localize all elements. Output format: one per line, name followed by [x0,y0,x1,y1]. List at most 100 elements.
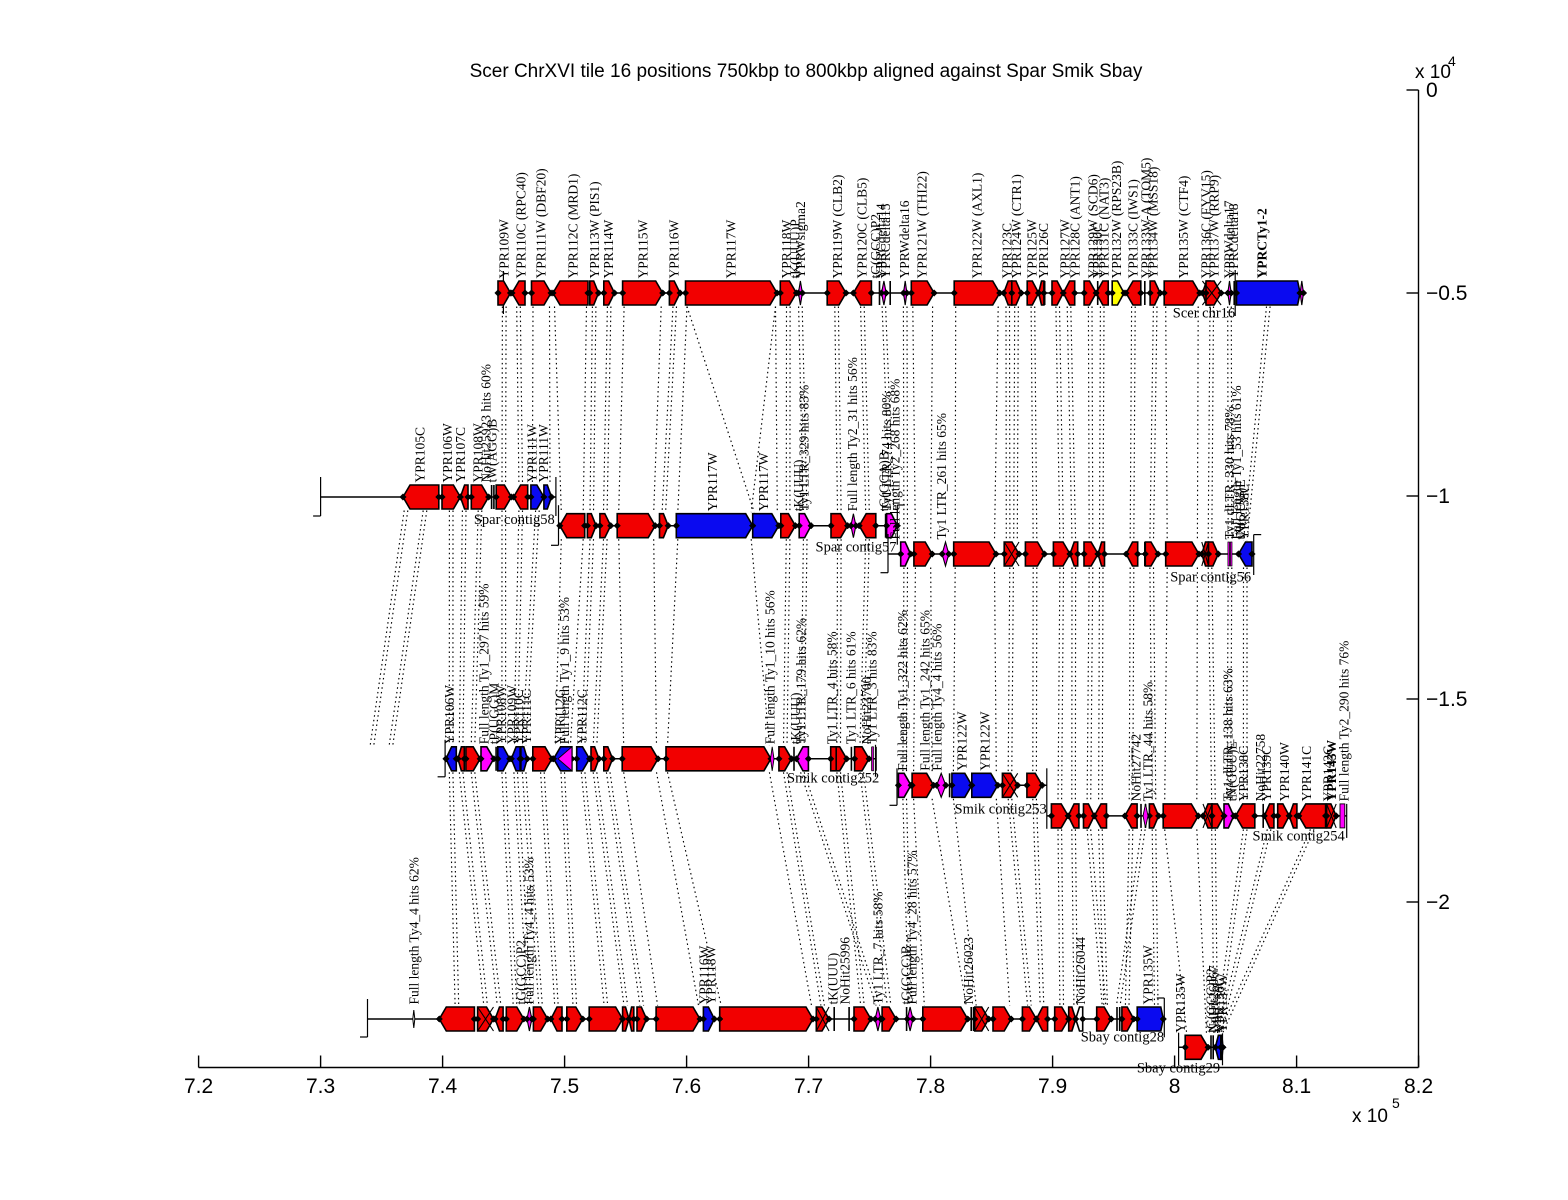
svg-text:7.7: 7.7 [794,1075,823,1098]
svg-text:Scer chr16: Scer chr16 [1173,306,1235,322]
svg-text:−1.5: −1.5 [1426,688,1467,711]
svg-text:YPRWdelta16: YPRWdelta16 [897,200,912,278]
svg-text:tK(UUU)P: tK(UUU)P [788,219,803,278]
svg-text:−2: −2 [1426,891,1450,914]
svg-text:NoHit23700: NoHit23700 [859,677,874,745]
svg-text:YPR136C: YPR136C [1212,977,1227,1033]
svg-text:Full length Ty1_297 hits 59%: Full length Ty1_297 hits 59% [477,583,492,744]
svg-text:YPR109W: YPR109W [505,685,520,745]
svg-text:YPR133C (IWS1): YPR133C (IWS1) [1126,179,1141,278]
svg-text:YPR137W (RRP9): YPR137W (RRP9) [1207,175,1222,279]
svg-text:7.5: 7.5 [550,1075,579,1098]
svg-text:7.2: 7.2 [184,1075,213,1098]
svg-text:tG(GCC)P2: tG(GCC)P2 [1203,968,1218,1033]
svg-text:Smik contig254: Smik contig254 [1253,829,1346,845]
svg-text:tP(UGG)M: tP(UGG)M [487,683,502,745]
svg-text:YPR105C: YPR105C [412,427,427,483]
svg-text:YPR125W: YPR125W [1025,219,1040,279]
svg-text:YPR136C (FYV15): YPR136C (FYV15) [1199,170,1214,278]
svg-text:Full length Ty2_268 hits 68%: Full length Ty2_268 hits 68% [888,379,903,540]
svg-text:7.6: 7.6 [672,1075,701,1098]
svg-text:YPR135W (CTF4): YPR135W (CTF4) [1176,176,1191,279]
svg-text:YPR143W: YPR143W [1324,739,1339,801]
svg-text:YPR137W: YPR137W [1215,973,1230,1033]
svg-text:tG(GCC)B: tG(GCC)B [899,945,914,1004]
svg-text:Ty1 dLTR_330 hits 78%: Ty1 dLTR_330 hits 78% [1222,406,1237,539]
svg-text:YPR106W: YPR106W [442,685,457,745]
svg-text:YPR111W: YPR111W [525,424,540,483]
svg-text:Full length Ty4_4 hits 56%: Full length Ty4_4 hits 56% [930,623,945,770]
svg-text:YPR115W: YPR115W [636,219,651,278]
svg-text:YPR120C (CLB5): YPR120C (CLB5) [855,178,870,279]
svg-text:tK(UUU): tK(UUU) [791,459,806,511]
svg-text:YPR110C (RPC40): YPR110C (RPC40) [514,172,529,278]
svg-text:tG(GCC)P2: tG(GCC)P2 [514,940,529,1005]
svg-text:YPR124W (CTR1): YPR124W (CTR1) [1009,174,1024,278]
svg-text:Full length Ty1_242 hits 65%: Full length Ty1_242 hits 65% [918,610,933,771]
svg-text:YPR131C (NAT3): YPR131C (NAT3) [1097,178,1112,279]
svg-text:NoHit22758: NoHit22758 [1253,734,1268,802]
svg-text:YPR134W (MSS18): YPR134W (MSS18) [1146,167,1161,279]
svg-text:YPR127W: YPR127W [1058,219,1073,279]
svg-text:YPR113W (PIS1): YPR113W (PIS1) [587,181,602,278]
svg-text:YPR114W: YPR114W [601,219,616,278]
svg-text:Full length Ty2_290 hits 76%: Full length Ty2_290 hits 76% [1336,641,1351,802]
svg-text:YPRWdelta17: YPRWdelta17 [1222,200,1237,278]
svg-text:YPRCdelta14: YPRCdelta14 [874,203,889,278]
svg-text:YPR108W: YPR108W [471,423,486,483]
svg-text:YPR138C: YPR138C [1236,484,1251,540]
svg-text:Full length Ty4_28 hits 57%: Full length Ty4_28 hits 57% [905,850,920,1004]
svg-text:YPR122W: YPR122W [978,711,993,771]
svg-text:Ty1 dLTR_138 hits 63%: Ty1 dLTR_138 hits 63% [1220,668,1235,801]
svg-text:7.3: 7.3 [306,1075,335,1098]
svg-text:Ty1 LTR_7 hits 58%: Ty1 LTR_7 hits 58% [871,892,886,1005]
svg-text:NoHit26044: NoHit26044 [1073,937,1088,1005]
svg-text:Full length Ty1_53 hits 61%: Full length Ty1_53 hits 61% [1229,385,1244,539]
svg-text:tN(GUU)E: tN(GUU)E [1233,480,1248,540]
svg-text:YPRCdelta18: YPRCdelta18 [1226,203,1241,278]
svg-text:Ty1 LTR_261 hits 65%: Ty1 LTR_261 hits 65% [934,413,949,539]
svg-text:7.9: 7.9 [1038,1075,1067,1098]
svg-text:Ty1 LTR_179 hits 62%: Ty1 LTR_179 hits 62% [794,618,809,744]
svg-text:Full length Ty1_9 hits 53%: Full length Ty1_9 hits 53% [557,597,572,744]
svg-text:YPR108W: YPR108W [494,685,509,745]
svg-text:Sbay contig28: Sbay contig28 [1081,1030,1164,1046]
svg-text:YPRWsigma2: YPRWsigma2 [793,201,808,278]
svg-text:Ty1 LTR_4 hits 58%: Ty1 LTR_4 hits 58% [825,631,840,744]
svg-text:NoHit26023: NoHit26023 [961,937,976,1005]
svg-text:YPR122W: YPR122W [955,711,970,771]
svg-text:Ty1 LTR_3 hits 83%: Ty1 LTR_3 hits 83% [865,631,880,744]
svg-text:−1: −1 [1426,485,1450,508]
svg-text:YPRCdelta15: YPRCdelta15 [878,203,893,278]
svg-text:5: 5 [1392,1095,1400,1111]
svg-text:0: 0 [1426,79,1438,102]
svg-text:YPR138C: YPR138C [1236,746,1251,802]
svg-text:YPR117W: YPR117W [705,452,720,511]
svg-text:YPR109W: YPR109W [497,219,512,279]
svg-text:NoHit27742: NoHit27742 [1129,734,1144,802]
svg-text:Ty1 LTR_44 hits 58%: Ty1 LTR_44 hits 58% [1141,682,1156,802]
svg-text:YPR132W (RPS23B): YPR132W (RPS23B) [1109,161,1124,279]
svg-text:Sbay contig29: Sbay contig29 [1137,1061,1220,1077]
svg-text:YPR118W: YPR118W [704,945,719,1004]
svg-text:Full length Ty1_322 hits 62%: Full length Ty1_322 hits 62% [895,610,910,771]
svg-text:YPR106W: YPR106W [440,423,455,483]
svg-text:Ty1 LTR_6 hits 61%: Ty1 LTR_6 hits 61% [844,631,859,744]
svg-text:YPRCTy1-2: YPRCTy1-2 [1255,208,1270,278]
svg-text:NoHit25996: NoHit25996 [838,937,853,1005]
svg-text:8: 8 [1169,1075,1181,1098]
svg-text:YPR116W: YPR116W [697,945,712,1004]
svg-text:YPR107C: YPR107C [453,427,468,483]
svg-text:YPR116W: YPR116W [667,219,682,278]
svg-text:8.2: 8.2 [1404,1075,1433,1098]
svg-text:YPR112C: YPR112C [575,689,590,744]
svg-text:x 10: x 10 [1352,1106,1388,1127]
svg-text:YPR121W (THI22): YPR121W (THI22) [915,171,930,278]
svg-text:YPR111W: YPR111W [536,424,551,483]
svg-text:Scer ChrXVI tile 16 positions: Scer ChrXVI tile 16 positions 750kbp to … [470,61,1143,82]
svg-text:YPR135W: YPR135W [1141,945,1156,1005]
svg-text:YPR110C: YPR110C [511,689,526,744]
svg-text:Ty1 LTR_74 hits 80%: Ty1 LTR_74 hits 80% [879,392,894,512]
svg-text:YPR123C: YPR123C [1000,223,1015,279]
svg-text:YPR117W: YPR117W [724,219,739,278]
